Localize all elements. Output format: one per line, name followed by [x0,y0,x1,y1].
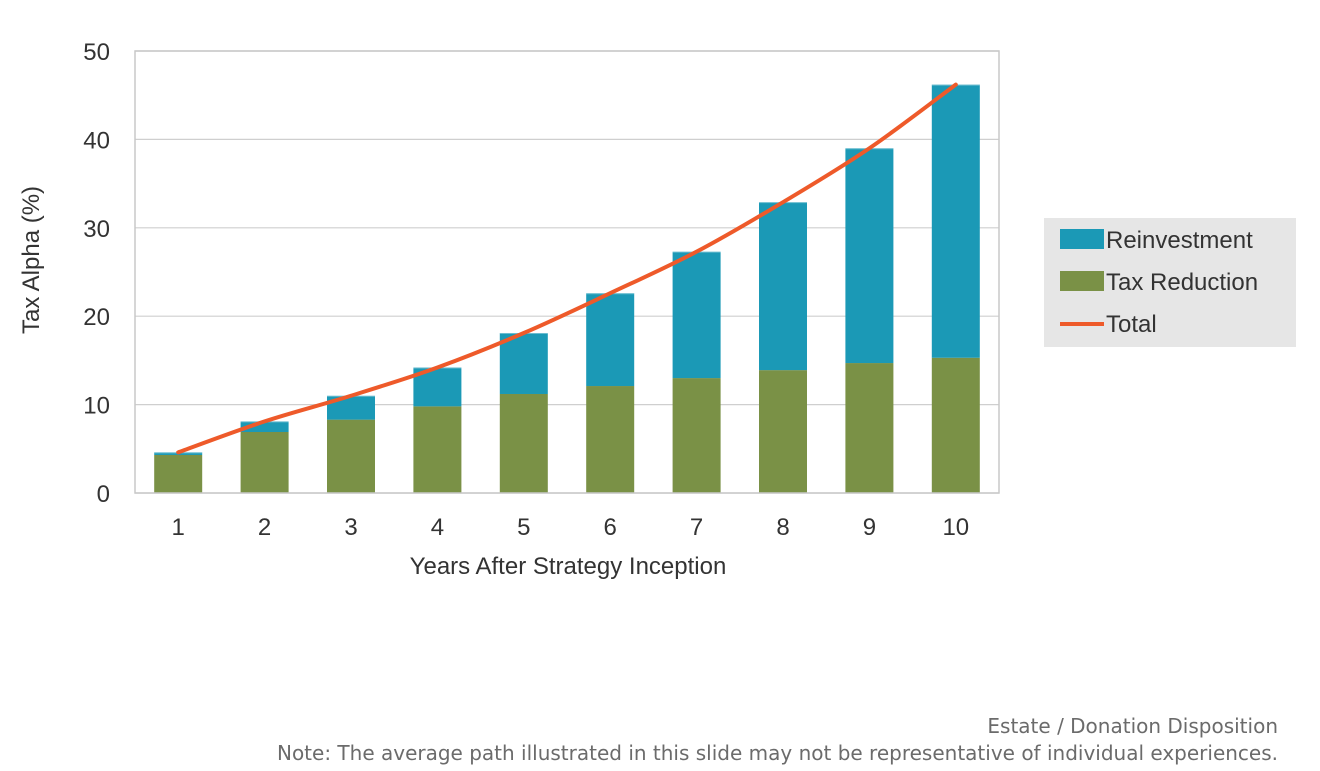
legend-swatch [1060,229,1104,249]
bar-reinvestment [499,332,548,394]
total-line-layer [176,82,958,455]
x-tick-label: 6 [604,514,617,541]
bar-tax-reduction [499,393,548,493]
bar-tax-reduction [759,370,807,493]
legend-label: Total [1106,311,1157,338]
bars [154,84,980,493]
footer-note: Note: The average path illustrated in th… [276,741,1278,765]
x-tick-label: 8 [776,514,789,541]
x-tick-label: 2 [258,514,271,541]
legend-item-total: Total [1060,311,1157,338]
x-tick-label: 9 [863,514,876,541]
bar-reinvestment [586,293,635,387]
y-axis-title: Tax Alpha (%) [18,186,45,334]
y-tick-label: 0 [97,481,110,508]
legend-label: Reinvestment [1106,227,1253,254]
bar-reinvestment [240,421,289,433]
bar-reinvestment [327,395,375,420]
x-tick-label: 7 [690,514,703,541]
bar-tax-reduction [672,378,721,493]
y-tick-label: 30 [83,216,110,243]
y-tick-label: 50 [83,39,110,66]
bar-tax-reduction [240,432,289,493]
x-axis-title: Years After Strategy Inception [410,553,727,580]
x-tick-label: 1 [172,514,185,541]
legend-label: Tax Reduction [1106,269,1258,296]
bar-reinvestment [845,148,894,364]
x-tick-label: 3 [344,514,357,541]
x-tick-label: 5 [517,514,530,541]
bar-tax-reduction [845,363,894,493]
legend: Reinvestment Tax Reduction Total [1044,218,1296,347]
y-tick-label: 40 [83,127,110,154]
legend-swatch [1060,271,1104,291]
total-line [176,82,958,455]
x-tick-label: 4 [431,514,444,541]
bar-reinvestment [672,251,721,379]
plot-frame [134,50,1000,494]
bar-tax-reduction [931,357,980,493]
bar-tax-reduction [154,454,203,493]
legend-item-reinvestment: Reinvestment [1060,227,1253,254]
bar-tax-reduction [413,406,462,493]
bar-tax-reduction [586,386,635,493]
y-tick-label: 20 [83,304,110,331]
x-axis-ticks: 1 2 3 4 5 6 7 8 9 10 [172,514,970,541]
bar-reinvestment [931,84,980,358]
legend-item-tax-reduction: Tax Reduction [1060,269,1258,296]
y-axis-ticks: 0 10 20 30 40 50 [83,39,110,508]
y-tick-label: 10 [83,393,110,420]
footer-disposition: Estate / Donation Disposition [987,714,1278,738]
bar-tax-reduction [327,419,375,493]
bar-reinvestment [759,202,807,371]
x-tick-label: 10 [942,514,969,541]
